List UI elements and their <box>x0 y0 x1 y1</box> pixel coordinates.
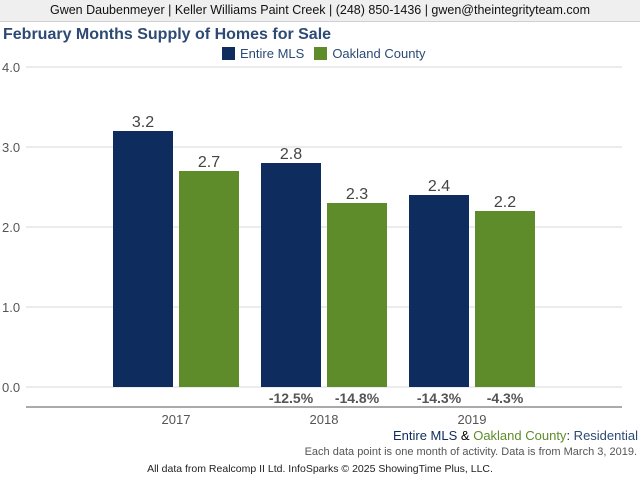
data-label: 3.2 <box>132 114 154 131</box>
footer-series-a: Entire MLS <box>392 428 458 443</box>
legend-item-entire-mls[interactable]: Entire MLS <box>222 46 304 61</box>
pct-change-label: -4.3% <box>487 390 524 406</box>
legend-item-oakland-county[interactable]: Oakland County <box>314 45 426 61</box>
y-tick-label: 1.0 <box>2 300 20 315</box>
y-tick-label: 3.0 <box>2 140 20 155</box>
header-text: Gwen Daubenmeyer | Keller Williams Paint… <box>49 3 591 17</box>
pct-change-label: -14.3% <box>417 390 462 406</box>
pct-change-label: -14.8% <box>335 390 380 406</box>
data-label: 2.7 <box>198 154 220 171</box>
chart-legend: Entire MLS Oakland County <box>222 45 436 61</box>
bar <box>261 163 321 387</box>
data-label: 2.2 <box>494 194 516 211</box>
footer-credit: All data from Realcomp II Ltd. InfoSpark… <box>147 463 493 475</box>
y-tick-label: 2.0 <box>2 220 20 235</box>
footer-colon: : <box>566 428 571 443</box>
agent-contact-header: Gwen Daubenmeyer | Keller Williams Paint… <box>0 0 640 22</box>
y-tick-label: 4.0 <box>2 60 20 75</box>
x-tick-label: 2019 <box>458 412 487 427</box>
legend-label-entire-mls: Entire MLS <box>240 45 305 61</box>
x-tick-label: 2017 <box>162 412 191 427</box>
legend-swatch-entire-mls <box>222 46 235 60</box>
y-tick-label: 0.0 <box>2 380 20 395</box>
bar <box>327 203 387 387</box>
footer-category: Residential <box>570 428 638 443</box>
footer-series-label: Entire MLS & Oakland County: Residential <box>393 428 638 443</box>
data-label: 2.3 <box>346 186 368 203</box>
data-label: 2.4 <box>428 178 450 195</box>
data-label: 2.8 <box>280 146 302 163</box>
chart-title: February Months Supply of Homes for Sale <box>3 26 332 43</box>
pct-change-label: -12.5% <box>269 390 314 406</box>
footer-note: Each data point is one month of activity… <box>304 446 637 458</box>
bar <box>475 211 535 387</box>
footer-series-b: Oakland County <box>473 428 567 443</box>
footer-amp: & <box>457 428 474 443</box>
x-tick-label: 2018 <box>310 412 339 427</box>
bar <box>113 131 173 387</box>
bar <box>409 195 469 387</box>
legend-swatch-oakland-county <box>314 46 328 60</box>
legend-label-oakland-county: Oakland County <box>332 45 426 61</box>
bar <box>179 171 239 387</box>
